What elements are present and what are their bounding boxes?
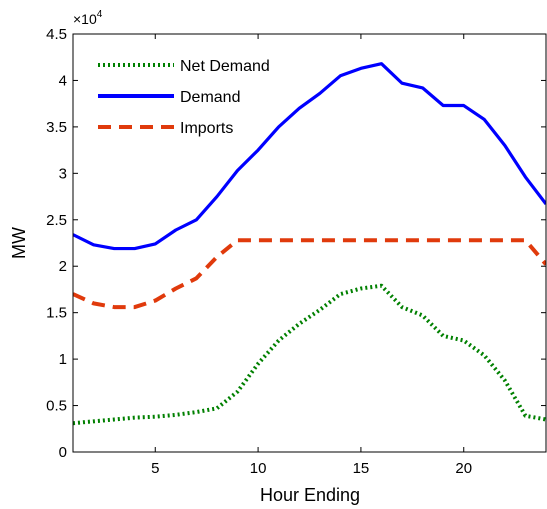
y-tick-label: 0 xyxy=(59,444,67,461)
legend-label-imports: Imports xyxy=(180,120,233,137)
legend-item-net-demand: Net Demand xyxy=(98,58,270,75)
y-tick-label: 1.5 xyxy=(46,305,67,322)
series-line-imports xyxy=(73,238,546,310)
series-line-net-demand xyxy=(73,283,546,426)
legend-item-imports: Imports xyxy=(98,120,233,137)
y-tick-label: 2.5 xyxy=(46,212,67,229)
y-axis-title: MW xyxy=(9,227,29,259)
y-tick-label: 2 xyxy=(59,258,67,275)
y-multiplier: ×104 xyxy=(73,9,103,27)
x-tick-label: 15 xyxy=(353,460,370,477)
x-tick-label: 10 xyxy=(250,460,267,477)
x-axis-title: Hour Ending xyxy=(260,485,360,505)
series-line-demand xyxy=(73,62,546,251)
x-tick-label: 5 xyxy=(151,460,159,477)
legend: Net Demand Demand Imports xyxy=(98,58,270,137)
y-tick-label: 4 xyxy=(59,72,67,89)
plot-frame xyxy=(72,33,547,453)
y-tick-label: 0.5 xyxy=(46,398,67,415)
y-tick-label: 4.5 xyxy=(46,26,67,43)
legend-label-net-demand: Net Demand xyxy=(180,58,270,75)
legend-label-demand: Demand xyxy=(180,89,240,106)
y-multiplier-exponent: 4 xyxy=(97,9,103,20)
x-tick-label: 20 xyxy=(455,460,472,477)
series-layer xyxy=(73,62,546,426)
y-multiplier-base: ×10 xyxy=(73,11,97,27)
legend-item-demand: Demand xyxy=(98,89,240,106)
ticks-layer xyxy=(73,33,546,453)
y-tick-label: 3.5 xyxy=(46,119,67,136)
tick-labels-layer: 5 10 15 20 0 0.5 1 1.5 2 2.5 3 3.5 4 4.5 xyxy=(46,26,472,477)
y-tick-label: 3 xyxy=(59,165,67,182)
y-tick-label: 1 xyxy=(59,351,67,368)
